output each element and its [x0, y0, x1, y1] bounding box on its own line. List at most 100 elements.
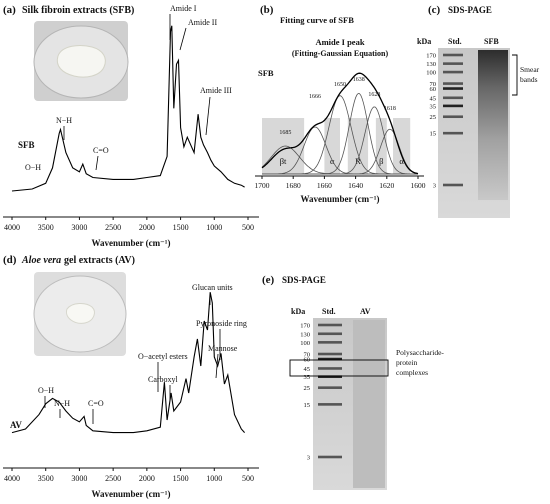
- panel-d-tick-label: 3500: [38, 474, 54, 483]
- panel-e-marker-label: 25: [304, 385, 311, 392]
- panel-b-subtitle-1: Amide I peak: [315, 37, 364, 47]
- annotation-nh-a: N−H: [56, 116, 72, 125]
- panel-b-tick-label: 1600: [411, 181, 426, 190]
- panel-e-marker-label: 130: [300, 331, 310, 338]
- annotation-amide-3: Amide III: [200, 86, 232, 95]
- panel-c-ladder-band: [443, 131, 463, 135]
- panel-b-title: Fitting curve of SFB: [280, 15, 354, 25]
- panel-e-marker-label: 70: [304, 352, 311, 359]
- panel-c-marker-label: 60: [430, 86, 437, 93]
- panel-e-ladder-band: [318, 403, 342, 406]
- panel-c-ladder-band: [443, 82, 463, 85]
- annotation-co-a: C=O: [93, 146, 109, 155]
- panel-d-tick-label: 2000: [139, 474, 155, 483]
- region-label: α: [399, 156, 404, 166]
- arrow-mannose: [215, 353, 219, 379]
- annotation-carboxyl: Carboxyl: [148, 375, 179, 384]
- panel-e-lane-av: AV: [360, 307, 371, 316]
- arrow-co-a: [95, 155, 99, 171]
- annotation-amide-1: Amide I: [170, 4, 197, 13]
- sfb-sample-photo: [33, 21, 129, 101]
- panel-c-marker-label: 35: [430, 103, 437, 110]
- panel-c-ladder-band: [443, 115, 463, 119]
- annotation-oh-a: O−H: [25, 163, 41, 172]
- panel-c-marker-label: 45: [430, 95, 437, 102]
- panel-e-ladder-band: [318, 352, 342, 356]
- panel-c-ladder-band: [443, 104, 463, 108]
- annotation-nh-d: N−H: [54, 399, 70, 408]
- complex-highlight-box: [289, 359, 389, 377]
- arrow-amide-2: [179, 27, 187, 51]
- panel-c-title: SDS-PAGE: [448, 5, 492, 15]
- panel-c-marker-label: 130: [426, 61, 436, 68]
- panel-e-label: (e): [262, 274, 275, 286]
- panel-d-sample-name: AV: [10, 420, 22, 430]
- panel-c-marker-label: 3: [433, 183, 436, 190]
- panel-e-marker-label: 100: [300, 340, 310, 347]
- panel-d-tick-label: 1000: [206, 474, 222, 483]
- panel-e-marker-label: 45: [304, 366, 311, 373]
- panel-d-ticks: 4000 3500 3000 2500 2000 1500 1000 500: [4, 468, 254, 483]
- panel-d-xlabel: Wavenumber (cm⁻¹): [91, 489, 170, 499]
- peak-label: 1618: [384, 106, 396, 112]
- peak-label: 1638: [353, 77, 365, 83]
- panel-b-tick-label: 1620: [379, 181, 394, 190]
- arrow-amide-3: [205, 96, 211, 136]
- panel-a-tick-label: 2000: [139, 223, 155, 232]
- panel-a-tick-label: 1500: [173, 223, 189, 232]
- panel-a-tick-label: 4000: [4, 223, 20, 232]
- region-band: [393, 118, 411, 174]
- panel-d-tick-label: 3000: [71, 474, 87, 483]
- panel-c-marker-label: 15: [430, 131, 437, 138]
- panel-d-tick-label: 1500: [173, 474, 189, 483]
- panel-c-marker-label: 170: [426, 53, 436, 60]
- panel-d-label: (d): [3, 254, 17, 266]
- region-label: R: [355, 156, 361, 166]
- panel-e-av-lane: [353, 320, 385, 488]
- panel-e-marker-label: 170: [300, 323, 310, 330]
- annotation-glucan: Glucan units: [192, 283, 233, 292]
- panel-a-xlabel: Wavenumber (cm⁻¹): [91, 238, 170, 248]
- panel-a-title: Silk fibroin extracts (SFB): [22, 5, 134, 16]
- sfb-ftir-trace: [11, 25, 245, 192]
- panel-b-xlabel: Wavenumber (cm⁻¹): [300, 194, 379, 204]
- annotation-co-d: C=O: [88, 399, 104, 408]
- panel-b-tick-label: 1700: [255, 181, 270, 190]
- av-sample-photo: [33, 272, 127, 356]
- region-label: βt: [280, 156, 287, 166]
- panel-a-tick-label: 3000: [71, 223, 87, 232]
- panel-c-marker-label: 70: [430, 81, 437, 88]
- panel-b-label: (b): [260, 4, 274, 16]
- panel-a-sample-name: SFB: [18, 140, 35, 150]
- panel-c-marker-bands: [443, 53, 463, 187]
- panel-e-ladder-band: [318, 375, 342, 378]
- annotation-amide-2: Amide II: [188, 18, 217, 27]
- annotation-smear-2: bands: [520, 75, 538, 84]
- panel-d-tick-label: 500: [242, 474, 254, 483]
- panel-e: (e) SDS-PAGE kDa Std. AV 170130100706045…: [262, 274, 444, 490]
- panel-e-ladder-band: [318, 367, 342, 370]
- panel-c-smear-lane: [478, 50, 508, 200]
- panel-c-lane-sfb: SFB: [484, 37, 499, 46]
- panel-d-tick-label: 4000: [4, 474, 20, 483]
- panel-e-ladder-band: [318, 357, 342, 361]
- fitted-envelope: [261, 72, 419, 175]
- panel-e-ladder-band: [318, 332, 342, 336]
- panel-b-tick-label: 1680: [286, 181, 301, 190]
- panel-b-ticks: 1700 1680 1660 1640 1620 1600: [255, 176, 426, 190]
- peak-label: 1666: [309, 94, 321, 100]
- panel-a-tick-label: 500: [242, 223, 254, 232]
- panel-d-title-italic: Aloe vera: [21, 255, 61, 266]
- panel-a: (a) Silk fibroin extracts (SFB) 4000 3500…: [3, 4, 259, 248]
- panel-e-kda: kDa: [291, 307, 305, 316]
- panel-a-tick-label: 3500: [38, 223, 54, 232]
- region-label: β: [379, 156, 383, 166]
- panel-c-marker-label: 25: [430, 114, 437, 121]
- panel-c-ladder-band: [443, 96, 463, 100]
- panel-b-peak-labels: 1685 1666 1650 1638 1628 1618: [279, 77, 396, 136]
- panel-a-tick-label: 2500: [105, 223, 121, 232]
